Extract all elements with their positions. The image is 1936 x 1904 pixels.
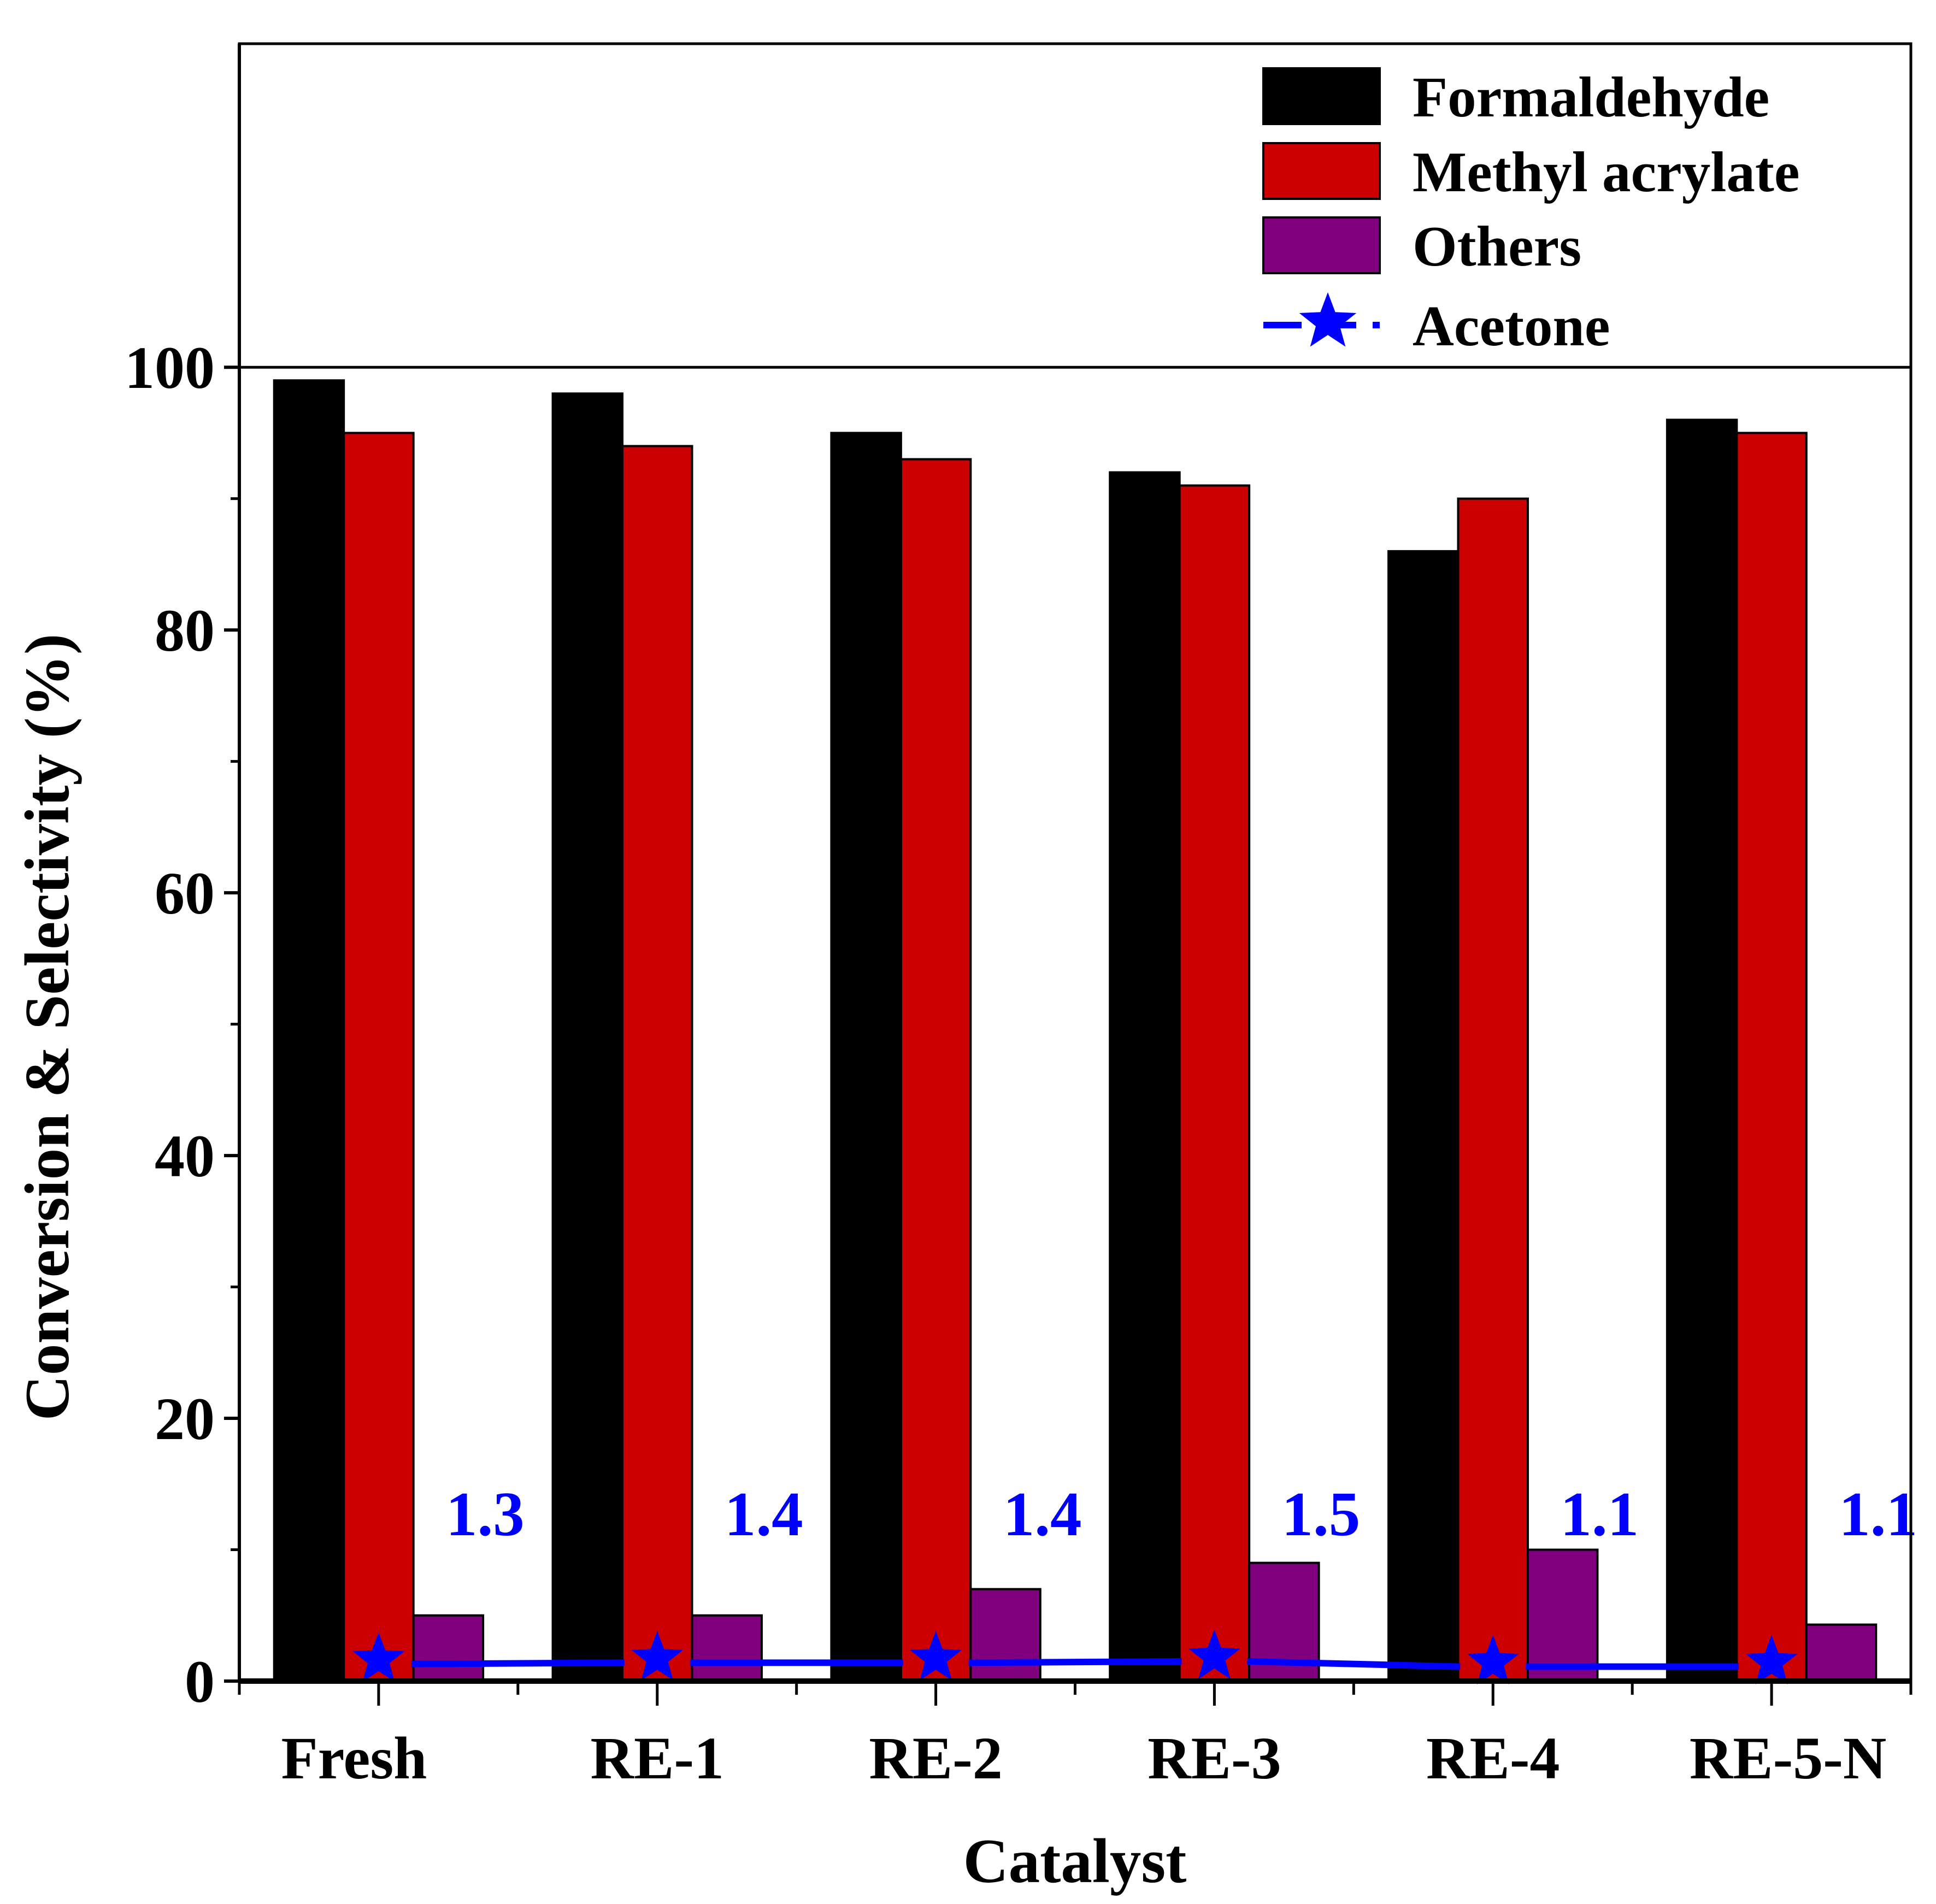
legend-swatch-formaldehyde: [1262, 67, 1381, 125]
data-label-acetone: 1.5: [1282, 1479, 1361, 1549]
acetone-line-segment: [411, 1659, 625, 1667]
bar-formaldehyde-re-4: [1387, 550, 1460, 1682]
x-tick-label: RE-1: [591, 1725, 724, 1791]
legend-star-icon: [1299, 292, 1357, 347]
x-axis-label: Catalyst: [963, 1826, 1187, 1896]
bar-methyl-acrylate-re-1: [621, 445, 693, 1682]
acetone-line-segment: [1247, 1658, 1461, 1670]
y-axis-label: Conversion & Selectivity (%): [13, 634, 82, 1420]
bar-others-re-5-n: [1805, 1623, 1878, 1682]
y-tick-label: 60: [155, 860, 215, 927]
legend-label: Others: [1413, 214, 1581, 278]
acetone-star-marker-re-1: [631, 1631, 684, 1681]
plot-frame: [238, 42, 1913, 1683]
bar-methyl-acrylate-fresh: [343, 432, 415, 1683]
bar-methyl-acrylate-re-2: [899, 458, 972, 1683]
data-label-acetone: 1.4: [1003, 1479, 1082, 1549]
y-tick-label: 40: [155, 1123, 215, 1189]
y-tick-label: 20: [155, 1386, 215, 1452]
bar-formaldehyde-re-3: [1109, 471, 1181, 1682]
acetone-star-marker-re-5-n: [1745, 1635, 1798, 1684]
y-tick-label: 0: [185, 1648, 215, 1715]
data-label-acetone: 1.1: [1560, 1479, 1639, 1549]
legend-swatch-methyl-acrylate: [1262, 142, 1381, 200]
bar-formaldehyde-fresh: [273, 379, 345, 1682]
acetone-star-marker-re-2: [910, 1631, 962, 1681]
bar-others-fresh: [412, 1614, 485, 1683]
bar-formaldehyde-re-5-n: [1666, 418, 1738, 1682]
bar-methyl-acrylate-re-5-n: [1735, 432, 1808, 1683]
bar-methyl-acrylate-re-4: [1457, 497, 1529, 1683]
x-tick-label: RE-4: [1426, 1725, 1560, 1791]
y-tick-label: 80: [155, 597, 215, 664]
x-tick-label: Fresh: [281, 1725, 427, 1791]
acetone-star-marker-re-4: [1467, 1635, 1519, 1684]
data-label-acetone: 1.1: [1839, 1479, 1917, 1549]
legend-label: Methyl acrylate: [1413, 140, 1799, 204]
x-tick-label: RE-3: [1148, 1725, 1281, 1791]
bar-others-re-1: [691, 1614, 763, 1683]
legend-label: Acetone: [1413, 294, 1610, 358]
bar-methyl-acrylate-re-3: [1178, 484, 1251, 1682]
legend-swatch-others: [1262, 216, 1381, 274]
data-label-acetone: 1.3: [446, 1479, 525, 1549]
bar-others-re-4: [1526, 1548, 1599, 1683]
bar-formaldehyde-re-2: [830, 432, 902, 1683]
legend-label: Formaldehyde: [1413, 65, 1769, 129]
acetone-star-marker-re-3: [1188, 1629, 1240, 1679]
bar-others-re-2: [969, 1588, 1041, 1683]
bar-formaldehyde-re-1: [551, 392, 624, 1683]
acetone-star-marker-fresh: [352, 1632, 405, 1682]
data-label-acetone: 1.4: [725, 1479, 803, 1549]
x-tick-label: RE-5-N: [1690, 1725, 1887, 1791]
acetone-line-segment: [968, 1658, 1182, 1666]
x-tick-label: RE-2: [869, 1725, 1002, 1791]
y-tick-label: 100: [125, 334, 215, 401]
